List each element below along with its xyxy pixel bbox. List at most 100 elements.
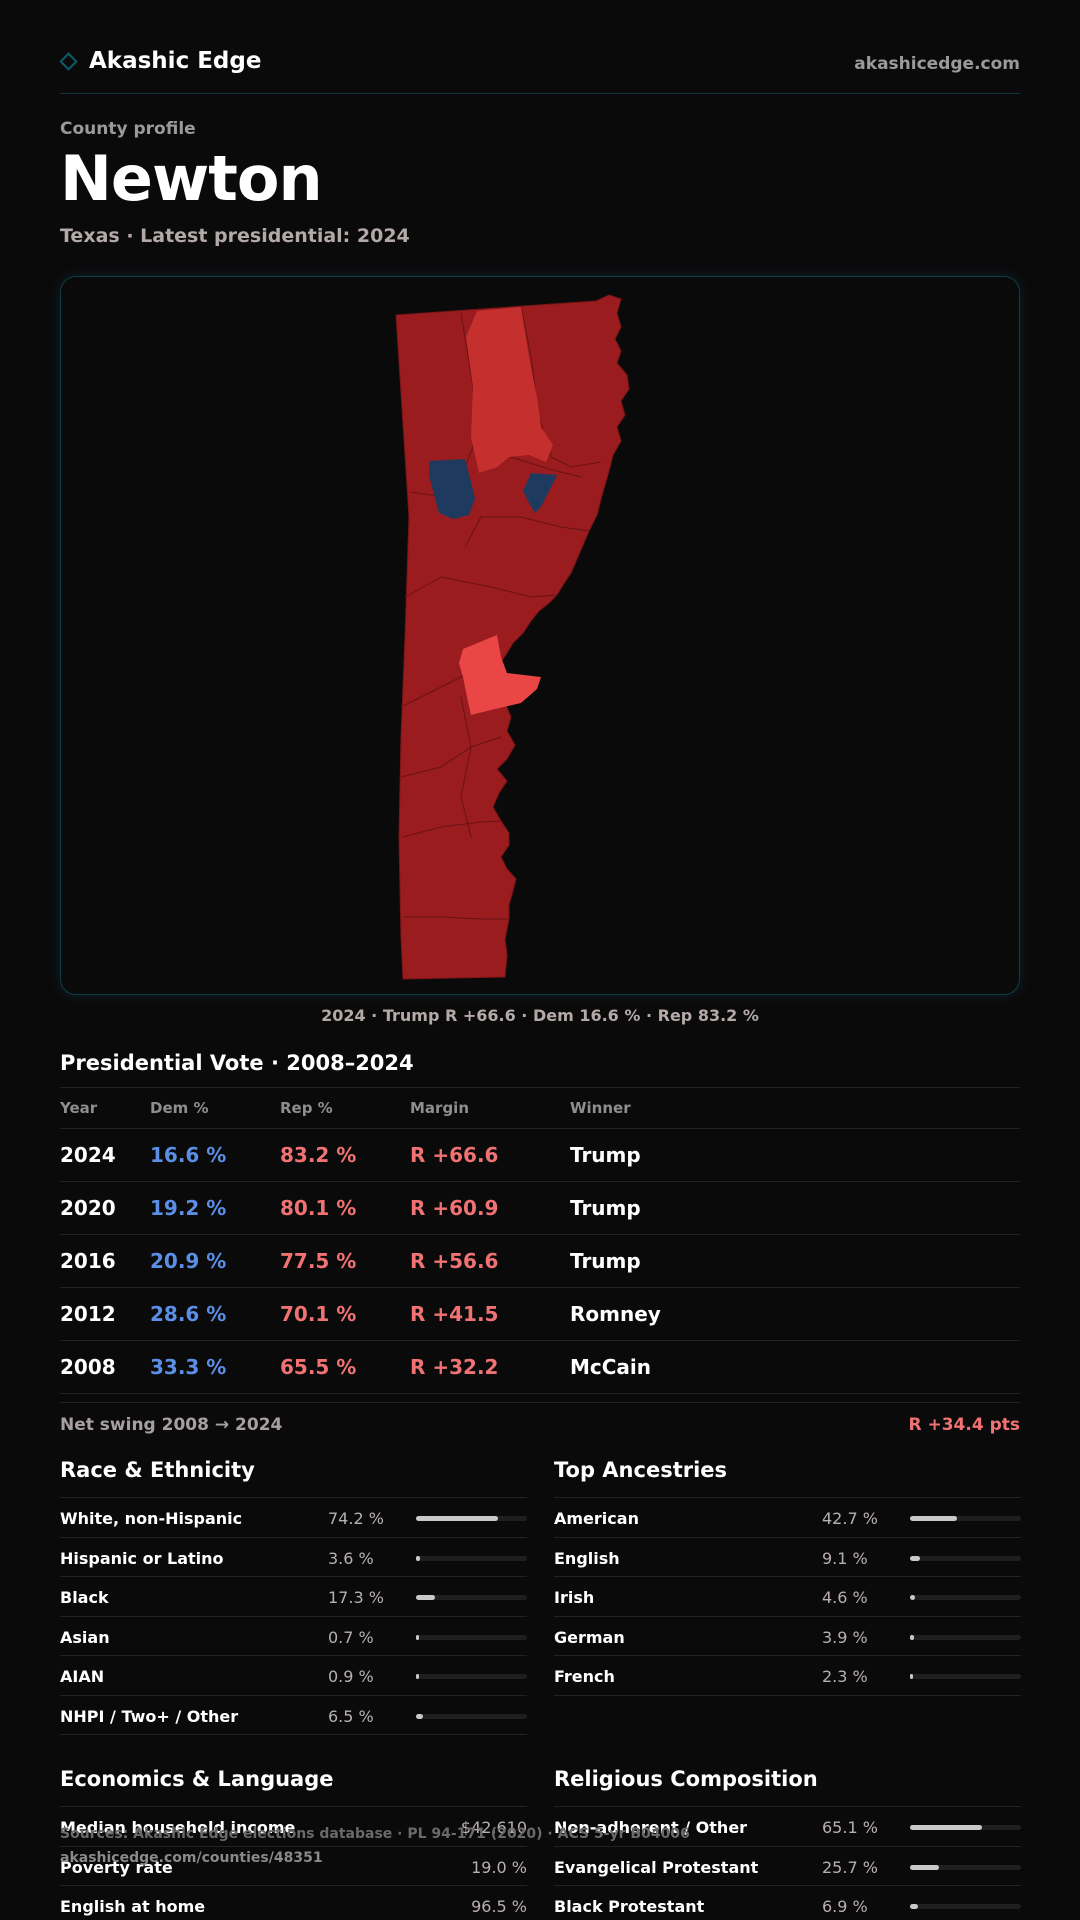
stat-value: 65.1 % bbox=[822, 1818, 878, 1837]
stat-bar bbox=[910, 1555, 1021, 1561]
list-item: Black Protestant 6.9 % bbox=[554, 1886, 1021, 1920]
net-swing-value: R +34.4 pts bbox=[908, 1415, 1020, 1435]
vote-table-header: Year Dem % Rep % Margin Winner bbox=[60, 1088, 1020, 1129]
stat-label: Poverty rate bbox=[60, 1857, 173, 1877]
stat-bar bbox=[416, 1713, 527, 1719]
footer-url-link[interactable]: akashicedge.com/counties/48351 bbox=[60, 1850, 323, 1866]
precinct-light-red bbox=[459, 635, 541, 715]
footer-sources: Sources: Akashic Edge elections database… bbox=[60, 1826, 690, 1842]
stat-value: 4.6 % bbox=[822, 1588, 868, 1607]
list-item: Hispanic or Latino 3.6 % bbox=[60, 1538, 527, 1577]
stat-label: Asian bbox=[60, 1627, 110, 1647]
rep-cell: 83.2 % bbox=[280, 1143, 357, 1167]
list-item: English 9.1 % bbox=[554, 1538, 1021, 1577]
diamond-logo-icon bbox=[59, 51, 78, 71]
winner-cell: McCain bbox=[570, 1355, 652, 1379]
list-item: Poverty rate 19.0 % bbox=[60, 1847, 527, 1886]
religion-panel: Religious Composition Non-adherent / Oth… bbox=[554, 1757, 1021, 1920]
rep-cell: 70.1 % bbox=[280, 1302, 357, 1326]
stat-bar bbox=[416, 1555, 527, 1561]
precinct-blue-center bbox=[523, 473, 557, 513]
margin-cell: R +41.5 bbox=[410, 1302, 499, 1326]
list-item: Non-adherent / Other 65.1 % bbox=[554, 1807, 1021, 1847]
list-item: French 2.3 % bbox=[554, 1656, 1021, 1696]
stat-label: Black Protestant bbox=[554, 1897, 705, 1916]
stat-bar-fill bbox=[910, 1634, 915, 1640]
rep-cell: 80.1 % bbox=[280, 1196, 357, 1220]
stat-bar bbox=[910, 1516, 1021, 1521]
winner-cell: Romney bbox=[570, 1302, 661, 1326]
dem-cell: 28.6 % bbox=[150, 1302, 227, 1326]
stat-value: 25.7 % bbox=[822, 1857, 878, 1877]
stat-label: English at home bbox=[60, 1897, 206, 1916]
stat-label: French bbox=[554, 1667, 615, 1686]
list-item: NHPI / Two+ / Other 6.5 % bbox=[60, 1696, 527, 1735]
ancestry-panel: Top Ancestries American 42.7 % English 9… bbox=[554, 1448, 1021, 1696]
page-title: Newton bbox=[60, 142, 323, 215]
stat-label: AIAN bbox=[60, 1667, 105, 1686]
year-cell: 2008 bbox=[60, 1355, 116, 1379]
county-map-svg bbox=[395, 294, 630, 980]
stat-bar bbox=[416, 1516, 527, 1521]
year-cell: 2016 bbox=[60, 1249, 116, 1273]
margin-cell: R +66.6 bbox=[410, 1143, 499, 1167]
stat-value: $42,610 bbox=[460, 1818, 527, 1837]
stat-value: 19.0 % bbox=[471, 1857, 527, 1877]
stat-bar-fill bbox=[910, 1864, 939, 1870]
stat-bar bbox=[910, 1595, 1021, 1600]
stat-value: 6.5 % bbox=[328, 1706, 374, 1726]
net-swing: Net swing 2008 → 2024 R +34.4 pts bbox=[60, 1402, 1020, 1446]
stat-value: 74.2 % bbox=[328, 1509, 384, 1528]
table-row: 2020 19.2 % 80.1 % R +60.9 Trump bbox=[60, 1182, 1020, 1235]
top-bar: Akashic Edge akashicedge.com bbox=[59, 40, 1020, 94]
stat-label: American bbox=[554, 1509, 639, 1528]
stat-bar bbox=[910, 1904, 1021, 1909]
stat-bar bbox=[910, 1825, 1021, 1830]
brand[interactable]: Akashic Edge bbox=[59, 48, 261, 74]
rep-cell: 65.5 % bbox=[280, 1355, 357, 1379]
stat-label: Black bbox=[60, 1588, 109, 1607]
stat-bar-fill bbox=[910, 1555, 921, 1561]
list-item: American 42.7 % bbox=[554, 1498, 1021, 1538]
religion-title: Religious Composition bbox=[554, 1757, 1021, 1807]
stat-value: 2.3 % bbox=[822, 1667, 868, 1686]
county-map bbox=[60, 276, 1020, 995]
winner-cell: Trump bbox=[570, 1143, 641, 1167]
stat-bar bbox=[910, 1864, 1021, 1870]
race-title: Race & Ethnicity bbox=[60, 1448, 527, 1498]
table-row: 2024 16.6 % 83.2 % R +66.6 Trump bbox=[60, 1129, 1020, 1182]
list-item: Evangelical Protestant 25.7 % bbox=[554, 1847, 1021, 1886]
stat-label: Non-adherent / Other bbox=[554, 1818, 748, 1837]
dem-cell: 33.3 % bbox=[150, 1355, 227, 1379]
winner-cell: Trump bbox=[570, 1249, 641, 1273]
stat-label: Median household income bbox=[60, 1818, 296, 1837]
stat-bar-fill bbox=[416, 1516, 499, 1521]
stat-bar-fill bbox=[910, 1674, 913, 1679]
stat-value: 3.9 % bbox=[822, 1627, 868, 1647]
stat-bar-fill bbox=[416, 1555, 420, 1561]
net-swing-label: Net swing 2008 → 2024 bbox=[60, 1415, 283, 1435]
header-margin: Margin bbox=[410, 1099, 470, 1117]
stat-bar-fill bbox=[416, 1674, 419, 1679]
year-cell: 2012 bbox=[60, 1302, 116, 1326]
page-kicker: County profile bbox=[60, 119, 196, 139]
dem-cell: 20.9 % bbox=[150, 1249, 227, 1273]
header-dem: Dem % bbox=[150, 1099, 209, 1117]
site-link[interactable]: akashicedge.com bbox=[854, 54, 1020, 74]
table-row: 2012 28.6 % 70.1 % R +41.5 Romney bbox=[60, 1288, 1020, 1341]
stat-label: White, non-Hispanic bbox=[60, 1509, 243, 1528]
economics-panel: Economics & Language Median household in… bbox=[60, 1757, 527, 1920]
precinct-mid-red bbox=[466, 307, 553, 473]
stat-value: 6.9 % bbox=[822, 1897, 868, 1916]
stat-value: 0.9 % bbox=[328, 1667, 374, 1686]
stat-bar bbox=[416, 1634, 527, 1640]
page-subtitle: Texas · Latest presidential: 2024 bbox=[60, 225, 410, 247]
header-rep: Rep % bbox=[280, 1099, 333, 1117]
list-item: Asian 0.7 % bbox=[60, 1617, 527, 1656]
stat-value: 3.6 % bbox=[328, 1548, 374, 1568]
stat-label: English bbox=[554, 1548, 620, 1568]
ancestry-title: Top Ancestries bbox=[554, 1448, 1021, 1498]
list-item: White, non-Hispanic 74.2 % bbox=[60, 1498, 527, 1538]
vote-section-title: Presidential Vote · 2008–2024 bbox=[60, 1051, 414, 1075]
stat-bar-fill bbox=[416, 1634, 419, 1640]
